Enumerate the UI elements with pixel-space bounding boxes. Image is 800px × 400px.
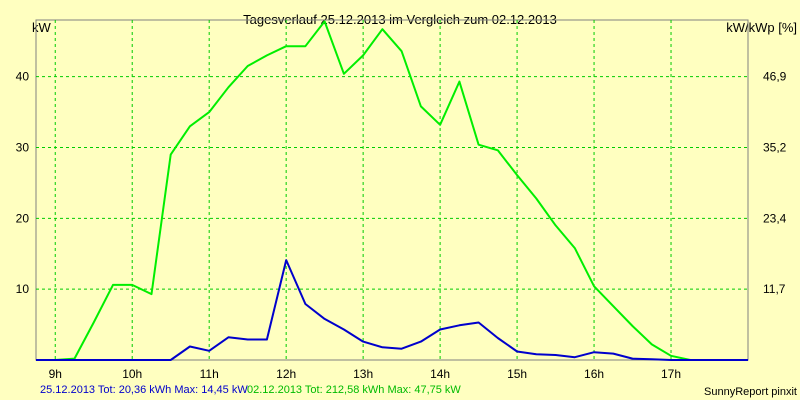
y-tick-right: 35,2	[763, 141, 787, 155]
x-tick-label: 9h	[49, 367, 62, 381]
y-tick-right: 46,9	[763, 70, 787, 84]
y-tick-left: 40	[16, 70, 30, 84]
x-tick-label: 12h	[276, 367, 296, 381]
brand-label: SunnyReport pinxit	[704, 386, 797, 398]
grid	[36, 20, 748, 360]
y-tick-left: 10	[16, 282, 30, 296]
legend-series-2: 02.12.2013 Tot: 212,58 kWh Max: 47,75 kW	[247, 384, 461, 396]
y-tick-right: 11,7	[763, 282, 786, 296]
x-tick-label: 14h	[430, 367, 450, 381]
x-tick-label: 13h	[353, 367, 373, 381]
y-tick-left: 20	[16, 211, 30, 225]
series-line-02.12.2013	[36, 20, 748, 361]
series-line-25.12.2013	[36, 259, 748, 361]
x-tick-label: 15h	[507, 367, 527, 381]
x-tick-label: 10h	[122, 367, 142, 381]
left-axis: 10 20 30 40	[16, 70, 30, 296]
right-axis-unit: kW/kWp [%]	[726, 20, 797, 35]
x-tick-label: 16h	[584, 367, 604, 381]
right-axis: 11,7 23,4 35,2 46,9	[763, 70, 787, 296]
plot-frame	[35, 19, 749, 361]
series-layer	[36, 20, 748, 361]
x-tick-label: 17h	[661, 367, 681, 381]
y-tick-right: 23,4	[763, 211, 787, 225]
y-tick-left: 30	[16, 141, 30, 155]
left-axis-unit: kW	[32, 20, 52, 35]
x-axis: 9h 10h 11h 12h 13h 14h 15h 16h 17h	[49, 367, 681, 381]
legend-series-1: 25.12.2013 Tot: 20,36 kWh Max: 14,45 kW	[40, 384, 248, 396]
x-tick-label: 11h	[200, 367, 219, 381]
